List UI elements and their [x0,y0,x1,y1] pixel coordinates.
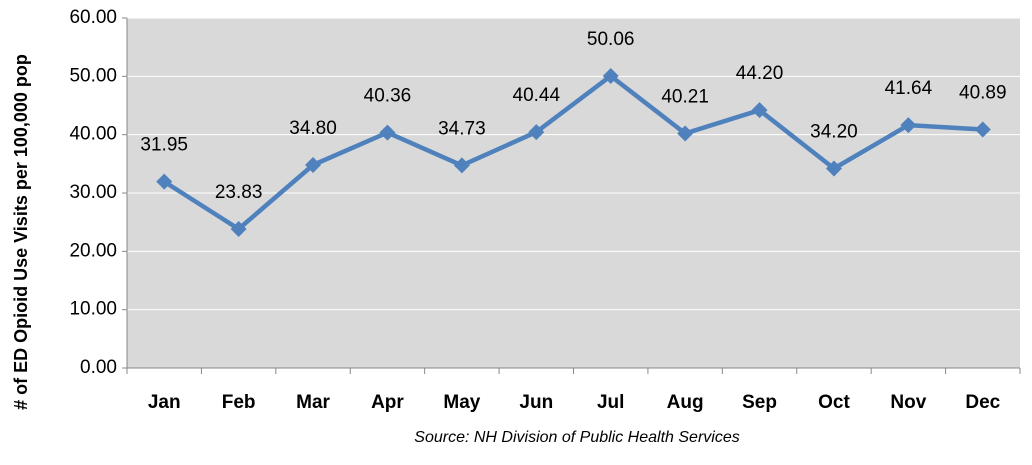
data-label: 40.36 [364,86,412,107]
data-label: 23.83 [215,182,263,203]
data-point [230,220,247,237]
data-point [751,102,768,119]
data-label: 34.80 [289,118,337,139]
x-tick-label: Jun [519,392,553,413]
x-tick-label: Sep [742,392,777,413]
x-tick-label: Feb [222,392,256,413]
x-tick-label: Jul [597,392,624,413]
data-label: 44.20 [736,63,784,84]
data-label: 31.95 [140,135,188,156]
data-point [677,125,694,142]
x-tick-label: Nov [890,392,926,413]
x-tick-label: Apr [371,392,404,413]
series-line [163,73,983,232]
y-tick-label: 30.00 [69,182,117,203]
y-axis-label: # of ED Opioid Use Visits per 100,000 po… [11,54,31,410]
data-label: 34.20 [810,122,858,143]
data-label: 50.06 [587,29,635,50]
x-tick-label: Mar [296,392,330,413]
x-tick-label: Aug [667,392,704,413]
y-tick-label: 0.00 [80,357,117,378]
y-tick-label: 10.00 [69,299,117,320]
y-tick-label: 50.00 [69,65,117,86]
data-point [528,124,545,141]
x-tick-label: Jan [148,392,181,413]
x-tick-label: Dec [965,392,1000,413]
data-point [825,160,842,177]
data-point [156,173,173,190]
data-point [602,67,619,84]
data-point [900,117,917,134]
data-point [974,121,991,138]
data-label: 40.44 [513,85,561,106]
data-label: 40.21 [661,86,709,107]
y-tick-label: 60.00 [69,7,117,28]
x-tick-label: May [443,392,480,413]
y-tick-label: 20.00 [69,240,117,261]
data-label: 41.64 [885,78,933,99]
x-tick-label: Oct [818,392,850,413]
data-label: 34.73 [438,118,486,139]
data-point [453,157,470,174]
data-label: 40.89 [959,82,1007,103]
data-point [379,124,396,141]
data-point [305,157,322,173]
source-note: Source: NH Division of Public Health Ser… [414,429,739,446]
y-tick-label: 40.00 [69,124,117,145]
